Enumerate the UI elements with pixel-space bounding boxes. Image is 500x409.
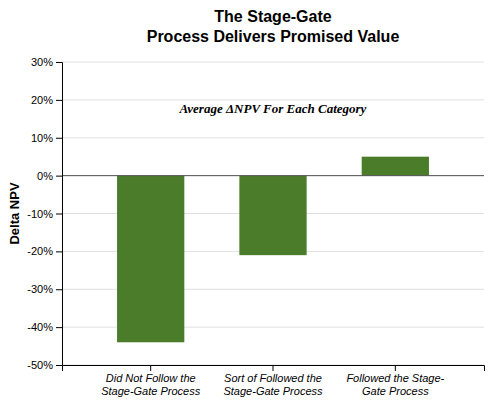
y-tick-line <box>56 138 62 139</box>
y-tick-label: 20% <box>31 94 53 106</box>
y-tick-label: -50% <box>27 359 53 371</box>
chart: -50% -40% -30% -20% -10% 0% 10% 20% 30% Did Not F… <box>0 0 500 409</box>
x-tick-line <box>150 365 151 371</box>
y-tick: -10% <box>27 208 62 220</box>
bar <box>239 176 306 256</box>
y-tick-line <box>56 327 62 328</box>
axis-domain <box>63 366 485 372</box>
y-tick: -30% <box>27 283 62 295</box>
x-tick-label: Sort of Followed theStage-Gate Process <box>223 372 323 397</box>
x-tick-label-line: Gate Process <box>362 385 429 397</box>
x-tick-label-line: Followed the Stage- <box>346 372 444 384</box>
title: The Stage-Gate Process Delivers Promised … <box>147 8 400 45</box>
y-axis-label: Delta NPV <box>7 182 22 244</box>
grid-line <box>62 99 484 100</box>
y-tick-label: -30% <box>27 283 53 295</box>
x-tick-label-line: Stage-Gate Process <box>223 385 323 397</box>
y-tick-label: -40% <box>27 321 53 333</box>
bar <box>362 157 429 176</box>
y-tick: 10% <box>31 132 62 144</box>
y-tick: -20% <box>27 245 62 257</box>
y-tick-line <box>56 176 62 177</box>
y-tick-label: 0% <box>37 170 53 182</box>
grid-line <box>62 137 484 138</box>
x-tick-label-line: Stage-Gate Process <box>101 385 201 397</box>
y-tick: -50% <box>27 359 62 371</box>
y-tick-label: -20% <box>27 245 53 257</box>
title-line: Process Delivers Promised Value <box>147 28 400 45</box>
x-tick-line <box>395 365 396 371</box>
x-tick: Followed the Stage-Gate Process <box>346 365 444 397</box>
plot: -50% -40% -30% -20% -10% 0% 10% 20% 30% Did Not F… <box>27 56 484 397</box>
annotation: Average ΔNPV For Each Category <box>179 101 367 116</box>
y-tick-line <box>56 214 62 215</box>
bar <box>117 176 184 343</box>
x-tick-label-line: Sort of Followed the <box>224 372 322 384</box>
y-tick: -40% <box>27 321 62 333</box>
bars <box>117 157 429 343</box>
x-tick: Sort of Followed theStage-Gate Process <box>223 365 323 397</box>
y-tick-line <box>56 365 62 366</box>
y-axis: -50% -40% -30% -20% -10% 0% 10% 20% 30% <box>27 56 62 371</box>
y-tick-label: 10% <box>31 132 53 144</box>
y-tick: 20% <box>31 94 62 106</box>
x-tick-line <box>273 365 274 371</box>
y-tick: 0% <box>37 170 62 182</box>
y-tick-line <box>56 100 62 101</box>
axis-domain <box>56 63 63 366</box>
y-tick-line <box>56 62 62 63</box>
y-tick-label: -10% <box>27 208 53 220</box>
x-axis: Did Not Follow theStage-Gate ProcessSort… <box>63 365 485 397</box>
grid <box>62 62 484 365</box>
zero-line <box>62 175 484 176</box>
y-tick-label: 30% <box>31 56 53 68</box>
x-tick-label: Followed the Stage-Gate Process <box>346 372 444 397</box>
y-tick-line <box>56 289 62 290</box>
grid-line <box>62 175 484 176</box>
x-tick-label: Did Not Follow theStage-Gate Process <box>101 372 201 397</box>
x-tick: Did Not Follow theStage-Gate Process <box>101 365 201 397</box>
y-tick: 30% <box>31 56 62 68</box>
y-tick-line <box>56 251 62 252</box>
grid-line <box>62 62 484 63</box>
title-line: The Stage-Gate <box>214 8 331 25</box>
x-tick-label-line: Did Not Follow the <box>106 372 196 384</box>
